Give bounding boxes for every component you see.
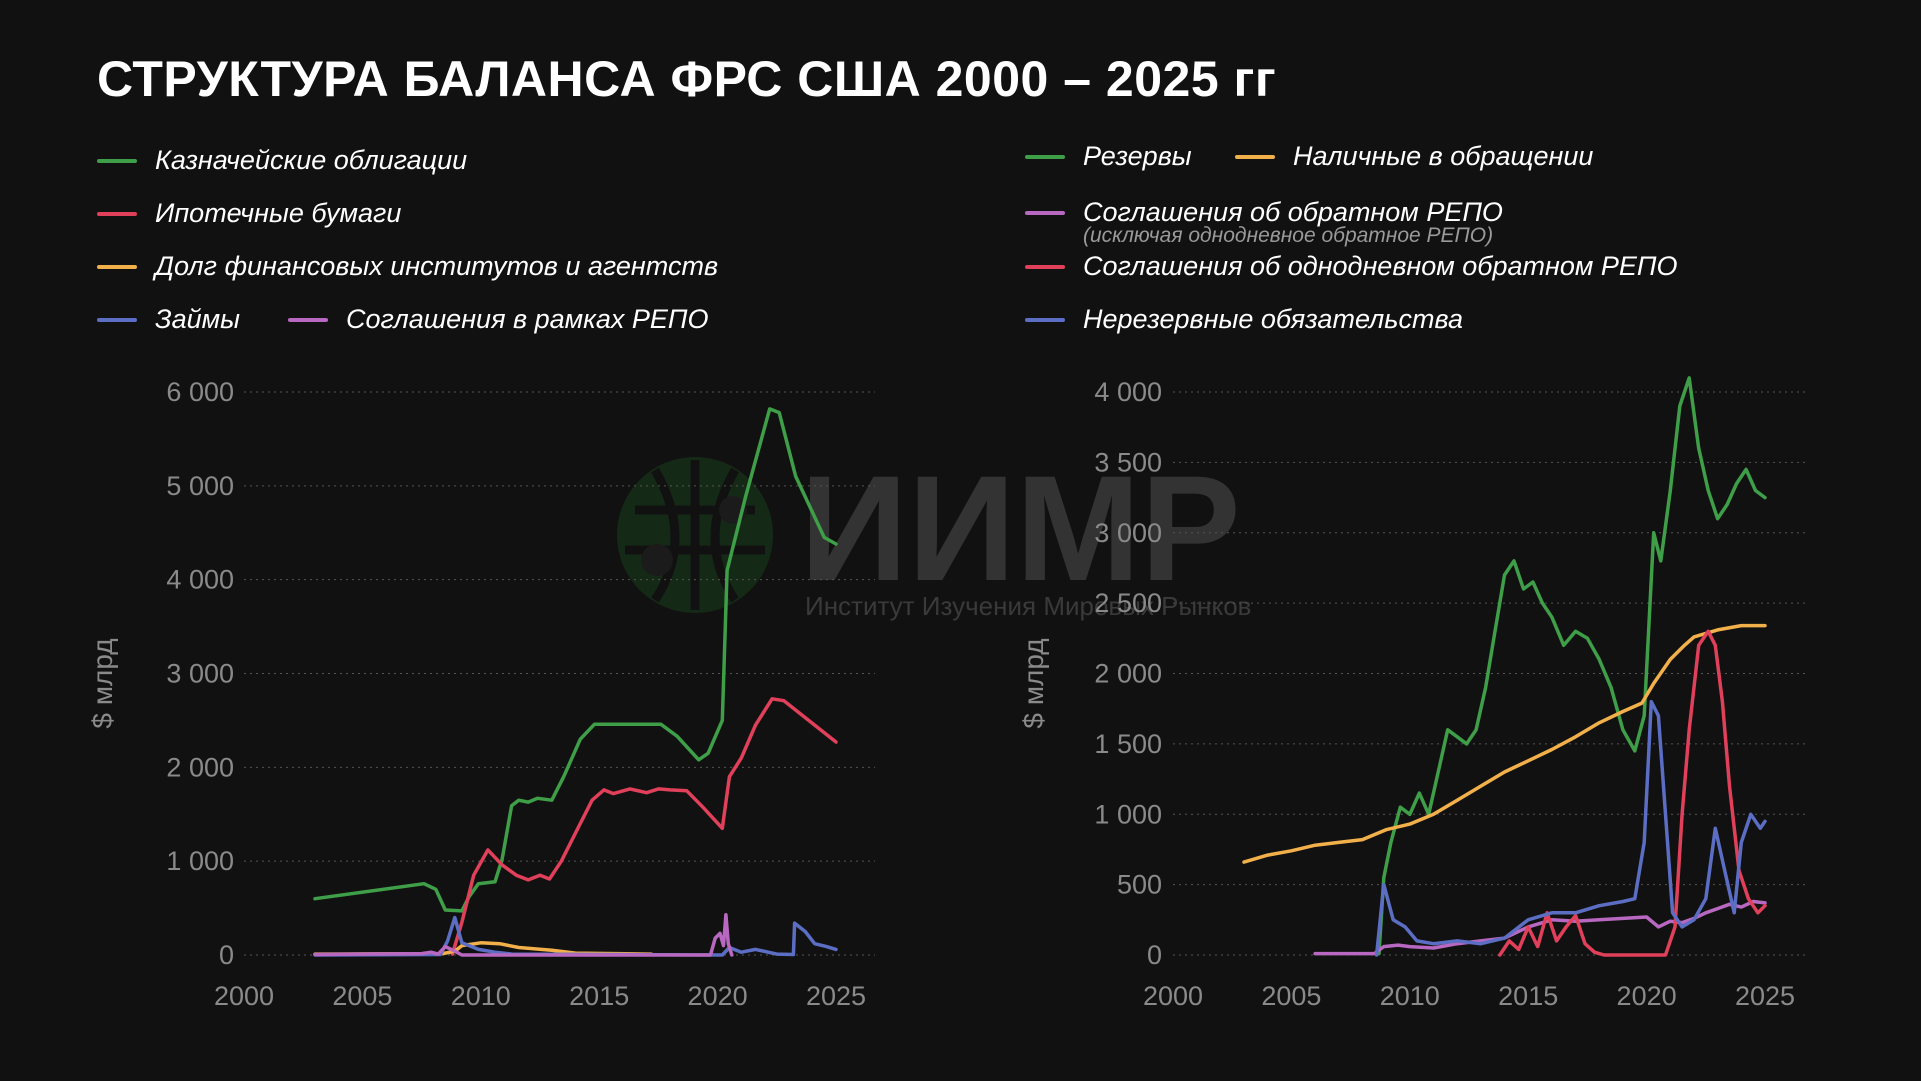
x-tick-label: 2015	[1498, 981, 1558, 1011]
legend-item-mbs: Ипотечные бумаги	[97, 198, 401, 229]
legend-item-agency-debt: Долг финансовых институтов и агентств	[97, 251, 718, 282]
y-tick-label: 2 000	[1094, 659, 1162, 689]
legend-swatch	[1025, 264, 1065, 269]
legend-swatch	[1025, 317, 1065, 322]
x-tick-label: 2005	[332, 981, 392, 1011]
legend-item-repo: Соглашения в рамках РЕПО	[288, 304, 708, 335]
legend-item-reserves: Резервы	[1025, 141, 1192, 172]
legend-item-nonreserve: Нерезервные обязательства	[1025, 304, 1463, 335]
legend-note: (исключая однодневное обратное РЕПО)	[1083, 224, 1494, 247]
x-tick-label: 2025	[806, 981, 866, 1011]
legend-item-reverse-repo: Соглашения об обратном РЕПО	[1025, 197, 1503, 228]
y-tick-label: 3 500	[1094, 447, 1162, 477]
y-tick-label: 1 000	[166, 846, 234, 876]
x-tick-label: 2010	[1380, 981, 1440, 1011]
y-tick-label: 500	[1117, 870, 1162, 900]
x-tick-label: 2005	[1261, 981, 1321, 1011]
y-tick-label: 3 000	[1094, 518, 1162, 548]
y-tick-label: 2 500	[1094, 588, 1162, 618]
series-line	[1498, 629, 1767, 957]
legend-label: Ипотечные бумаги	[155, 198, 402, 228]
legend-label: Казначейские облигации	[155, 145, 468, 175]
x-tick-label: 2015	[569, 981, 629, 1011]
legend-label: Займы	[155, 304, 240, 334]
legend-label: Соглашения об обратном РЕПО	[1083, 197, 1503, 227]
y-tick-label: 1 000	[1094, 799, 1162, 829]
y-tick-label: 3 000	[166, 659, 234, 689]
y-tick-label: 0	[1147, 940, 1162, 970]
x-tick-label: 2020	[688, 981, 748, 1011]
legend-swatch	[97, 264, 137, 269]
legend-swatch	[288, 317, 328, 322]
legend-swatch	[1025, 210, 1065, 215]
series-line	[313, 941, 654, 956]
y-tick-label: 1 500	[1094, 729, 1162, 759]
series-line	[450, 697, 838, 956]
legend-label: Резервы	[1083, 141, 1192, 171]
x-tick-label: 2020	[1617, 981, 1677, 1011]
x-tick-label: 2010	[451, 981, 511, 1011]
legend-swatch	[1025, 154, 1065, 159]
page-title: СТРУКТУРА БАЛАНСА ФРС США 2000 – 2025 гг	[97, 51, 1277, 107]
legend-swatch	[97, 317, 137, 322]
legend-label: Долг финансовых институтов и агентств	[155, 251, 719, 281]
x-tick-label: 2025	[1735, 981, 1795, 1011]
legend-item-loans: Займы	[97, 304, 240, 335]
series-line	[1374, 699, 1767, 957]
y-tick-label: 5 000	[166, 471, 234, 501]
legend-item-currency: Наличные в обращении	[1235, 141, 1593, 172]
y-tick-label: 2 000	[166, 752, 234, 782]
y-tick-label: 6 000	[166, 377, 234, 407]
y-tick-label: 4 000	[1094, 377, 1162, 407]
legend-swatch	[97, 158, 137, 163]
y-axis-label: $ млрд	[87, 638, 118, 728]
legend-label: Нерезервные обязательства	[1083, 304, 1463, 334]
legend-item-overnight-rrp: Соглашения об однодневном обратном РЕПО	[1025, 251, 1678, 282]
legend-item-treasuries: Казначейские облигации	[97, 145, 467, 176]
series-line	[313, 912, 734, 957]
legend-label: Соглашения об однодневном обратном РЕПО	[1083, 251, 1678, 281]
legend-swatch	[1235, 154, 1275, 159]
y-axis-label: $ млрд	[1018, 638, 1049, 728]
legend-label: Наличные в обращении	[1293, 141, 1594, 171]
series-line	[1313, 899, 1767, 956]
x-tick-label: 2000	[214, 981, 274, 1011]
series-line	[1242, 623, 1767, 864]
y-tick-label: 0	[219, 940, 234, 970]
legend-swatch	[97, 211, 137, 216]
x-tick-label: 2000	[1143, 981, 1203, 1011]
legend-label: Соглашения в рамках РЕПО	[346, 304, 709, 334]
y-tick-label: 4 000	[166, 565, 234, 595]
series-line	[1377, 376, 1767, 956]
